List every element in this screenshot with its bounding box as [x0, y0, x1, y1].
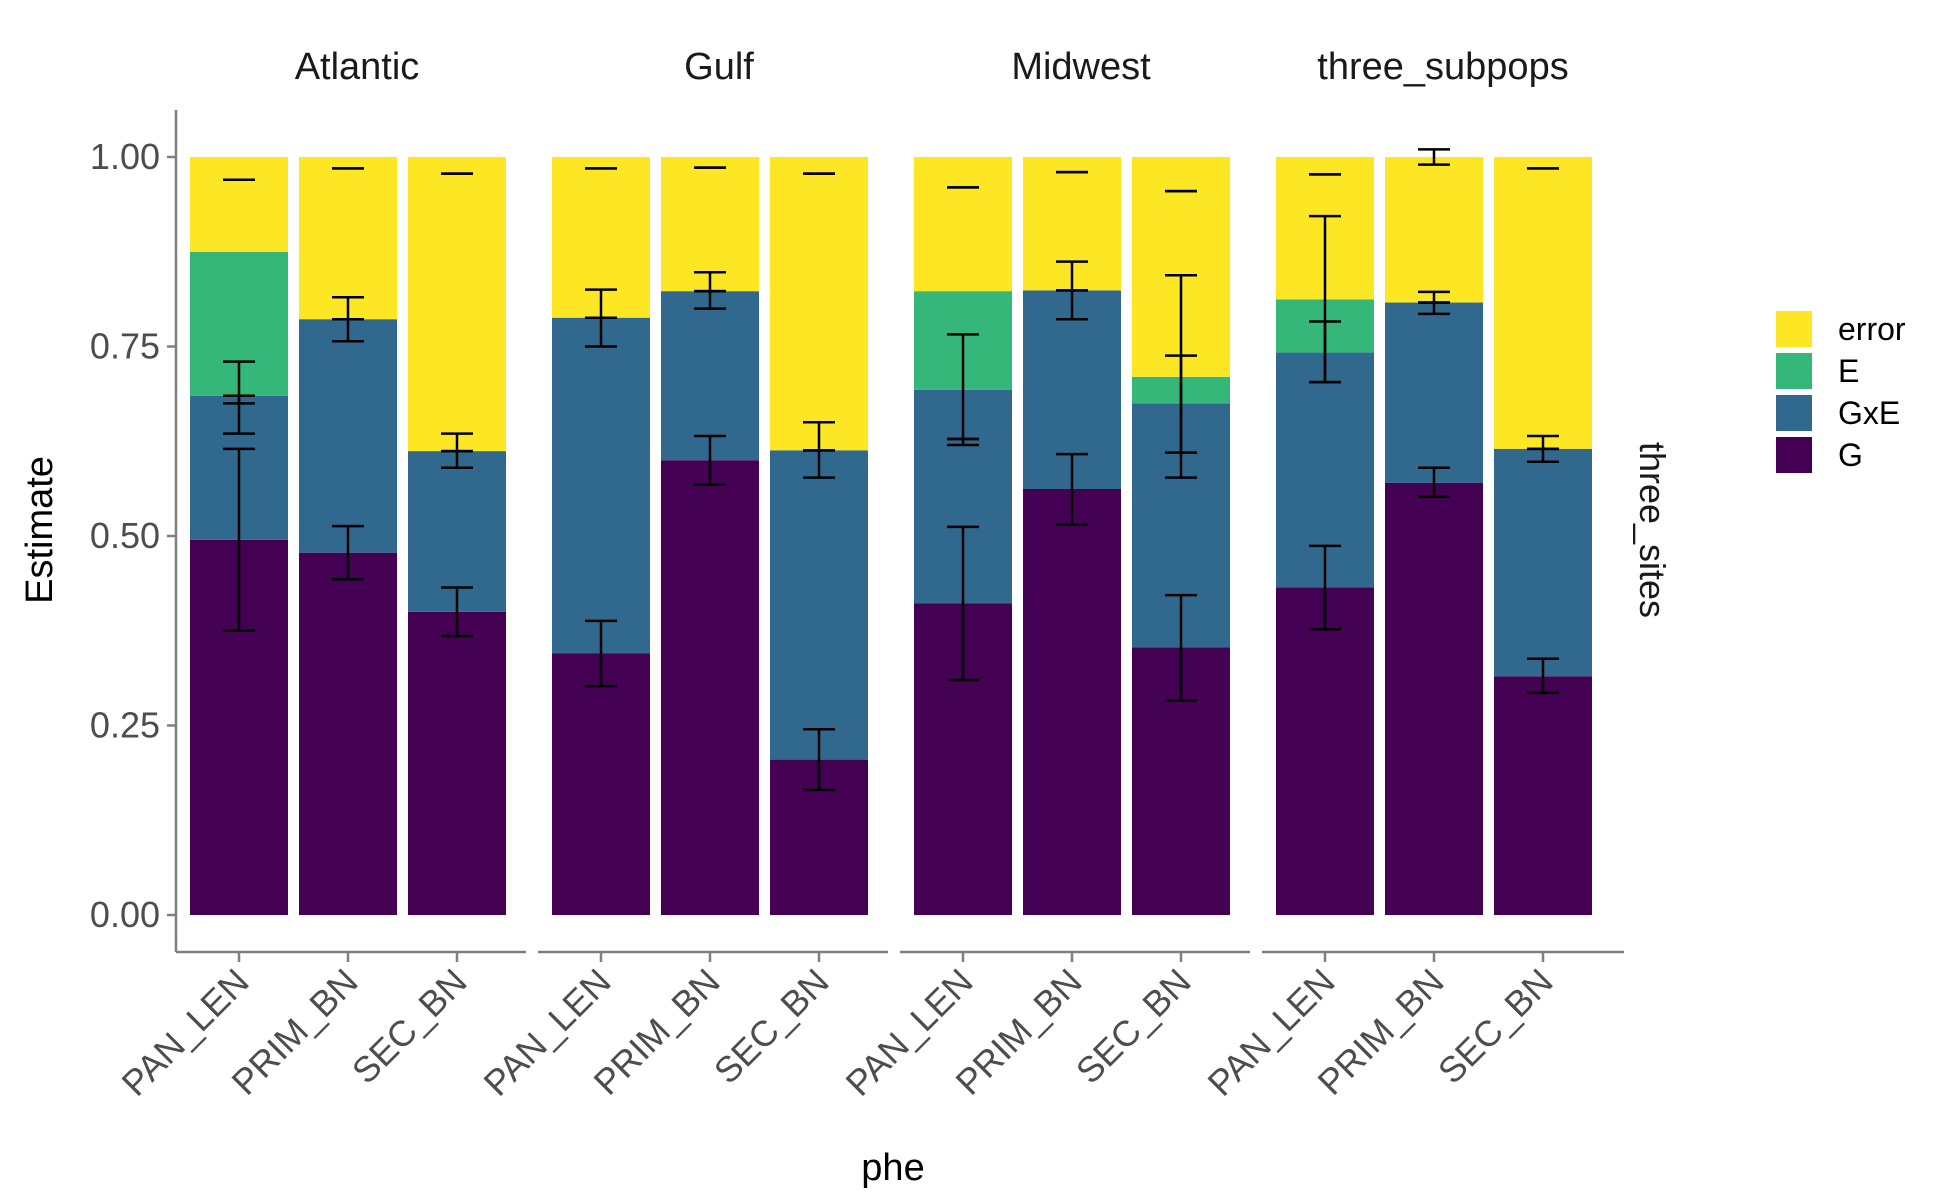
y-tick-label: 0.00: [90, 894, 160, 935]
facet-strip-gulf: Gulf: [684, 46, 754, 88]
bar-segment-midwest-prim-bn-g: [1023, 489, 1121, 915]
bar-segment-three-subpops-prim-bn-g: [1385, 482, 1483, 915]
bar-segment-gulf-sec-bn-error: [770, 157, 868, 451]
bar-segment-atlantic-prim-bn-error: [299, 157, 397, 320]
bar-segment-gulf-pan-len-gxe: [552, 317, 650, 654]
bar-segment-atlantic-sec-bn-error: [408, 157, 506, 452]
bars-layer: [190, 157, 1592, 915]
y-tick-label: 1.00: [90, 136, 160, 177]
bar-segment-gulf-prim-bn-error: [661, 157, 759, 292]
errorbar-three-subpops-prim-bn-error: [1418, 148, 1450, 166]
bar-segment-three-subpops-sec-bn-g: [1494, 676, 1592, 915]
x-tick-label: SEC_BN: [1430, 961, 1561, 1092]
y-tick-label: 0.50: [90, 515, 160, 556]
errorbar-atlantic-pan-len-g: [223, 447, 255, 632]
y-tick-label: 0.75: [90, 326, 160, 367]
bar-segment-atlantic-sec-bn-gxe: [408, 451, 506, 612]
legend-item-e: E: [1776, 353, 1859, 389]
errorbar-three-subpops-sec-bn-g: [1527, 657, 1559, 695]
legend-swatch: [1776, 353, 1812, 389]
bar-segment-atlantic-prim-bn-gxe: [299, 319, 397, 553]
legend-label: E: [1838, 353, 1859, 389]
legend-swatch: [1776, 395, 1812, 431]
errorbar-gulf-prim-bn-g: [694, 434, 726, 486]
bar-segment-atlantic-pan-len-error: [190, 157, 288, 252]
errorbar-midwest-sec-bn-g: [1165, 593, 1197, 702]
legend-item-g: G: [1776, 437, 1863, 473]
errorbar-midwest-sec-bn-e: [1165, 273, 1197, 454]
errorbar-atlantic-prim-bn-g: [332, 524, 364, 581]
legend-item-gxe: GxE: [1776, 395, 1900, 431]
y-axis-title: Estimate: [19, 456, 61, 604]
x-tick-label: SEC_BN: [1068, 961, 1199, 1092]
bar-segment-gulf-prim-bn-g: [661, 460, 759, 915]
bar-segment-gulf-prim-bn-gxe: [661, 291, 759, 461]
legend-swatch: [1776, 437, 1812, 473]
bar-segment-atlantic-sec-bn-g: [408, 611, 506, 915]
errorbars-layer: [223, 148, 1559, 792]
bar-segment-midwest-pan-len-error: [914, 157, 1012, 292]
facet-strips: Atlantic Gulf Midwest three_subpops: [295, 46, 1569, 88]
bar-segment-three-subpops-pan-len-g: [1276, 587, 1374, 915]
bar-segment-gulf-pan-len-g: [552, 653, 650, 915]
errorbar-atlantic-sec-bn-g: [441, 586, 473, 638]
bar-segment-three-subpops-prim-bn-gxe: [1385, 302, 1483, 483]
legend-item-error: error: [1776, 311, 1906, 347]
legend-label: G: [1838, 437, 1863, 473]
errorbar-midwest-prim-bn-g: [1056, 452, 1088, 526]
errorbar-midwest-pan-len-g: [947, 525, 979, 682]
facet-strip-midwest: Midwest: [1011, 46, 1151, 88]
x-tick-label: SEC_BN: [344, 961, 475, 1092]
bar-segment-atlantic-prim-bn-g: [299, 552, 397, 915]
legend: error E GxE G: [1776, 311, 1906, 473]
row-facet-label: three_sites: [1632, 442, 1673, 618]
errorbar-gulf-sec-bn-g: [803, 728, 835, 792]
legend-label: GxE: [1838, 395, 1900, 431]
y-tick-label: 0.25: [90, 705, 160, 746]
legend-label: error: [1838, 311, 1906, 347]
facet-strip-atlantic: Atlantic: [295, 46, 420, 88]
errorbar-three-subpops-pan-len-e: [1309, 214, 1341, 384]
x-axis-title: phe: [861, 1147, 924, 1189]
errorbar-gulf-pan-len-g: [585, 619, 617, 688]
bar-segment-three-subpops-sec-bn-error: [1494, 157, 1592, 449]
errorbar-three-subpops-pan-len-g: [1309, 544, 1341, 631]
bar-segment-gulf-sec-bn-gxe: [770, 450, 868, 760]
bar-segment-three-subpops-prim-bn-error: [1385, 157, 1483, 303]
errorbar-three-subpops-prim-bn-g: [1418, 466, 1450, 498]
errorbar-atlantic-pan-len-e: [223, 394, 255, 405]
bar-segment-three-subpops-sec-bn-gxe: [1494, 448, 1592, 677]
facet-strip-three-subpops: three_subpops: [1317, 46, 1568, 88]
errorbar-midwest-pan-len-gxe: [947, 333, 979, 447]
legend-swatch: [1776, 311, 1812, 347]
x-tick-label: SEC_BN: [706, 961, 837, 1092]
